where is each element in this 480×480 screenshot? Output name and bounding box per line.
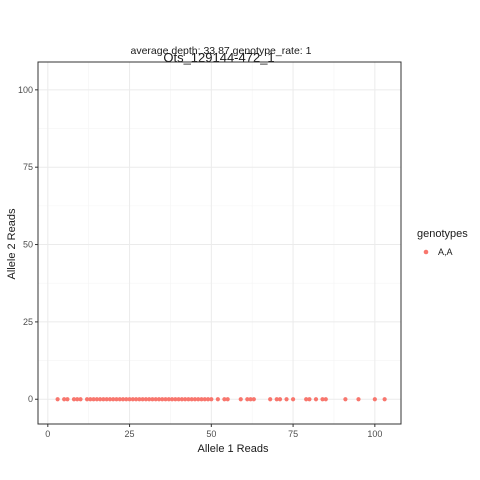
x-tick-label: 25 (125, 429, 135, 439)
data-point (117, 397, 122, 402)
y-tick-label: 25 (23, 317, 33, 327)
data-point (169, 397, 175, 402)
data-point (382, 397, 387, 402)
data-point (176, 397, 181, 402)
data-point (62, 397, 67, 402)
data-point (343, 397, 348, 402)
x-tick-label: 75 (288, 429, 298, 439)
data-point (147, 397, 152, 402)
data-point (127, 397, 132, 402)
data-point (356, 397, 361, 402)
data-point (320, 397, 325, 402)
data-point (205, 397, 211, 402)
data-point (120, 397, 126, 402)
data-point (248, 397, 253, 402)
y-axis-title: Allele 2 Reads (6, 208, 18, 279)
x-axis-title: Allele 1 Reads (198, 443, 269, 455)
chart-title: Ots_129144-472_1 (163, 50, 274, 65)
data-point (202, 397, 207, 402)
data-point (274, 397, 279, 402)
data-point (323, 397, 328, 402)
data-point (173, 397, 178, 402)
data-point (284, 397, 289, 402)
data-point (163, 397, 168, 402)
data-point (140, 397, 145, 402)
data-point (307, 397, 312, 402)
data-point (166, 397, 171, 402)
data-point (153, 397, 158, 402)
axes: 0 25 50 75 100 0 25 50 75 100 (18, 85, 382, 439)
data-point (277, 397, 283, 402)
y-tick-label: 75 (23, 162, 33, 172)
data-point (209, 397, 214, 402)
data-points (55, 397, 387, 402)
data-point (104, 397, 109, 402)
data-point (290, 397, 296, 402)
data-point (124, 397, 129, 402)
data-point (65, 397, 70, 402)
legend-label-aa: A,A (438, 247, 453, 257)
data-point (98, 397, 103, 402)
data-point (160, 397, 165, 402)
data-point (84, 397, 90, 402)
data-point (91, 397, 96, 402)
data-point (111, 397, 116, 402)
data-point (372, 397, 377, 402)
data-point (268, 397, 273, 402)
legend: genotypes A,A (417, 228, 468, 257)
data-point (215, 397, 220, 402)
grid (38, 62, 401, 424)
x-tick-label: 50 (206, 429, 216, 439)
data-point (55, 397, 60, 402)
data-point (245, 397, 250, 402)
data-point (101, 397, 106, 402)
data-point (189, 397, 194, 402)
data-point (183, 397, 188, 402)
data-point (88, 397, 93, 402)
x-tick-label: 100 (367, 429, 382, 439)
data-point (94, 397, 99, 402)
plot-panel (37, 61, 402, 425)
data-point (137, 397, 142, 402)
chart-subtitle: average depth: 33.87 genotype_rate: 1 (131, 45, 312, 57)
data-point (107, 397, 113, 402)
data-point (199, 397, 204, 402)
y-tick-label: 0 (28, 394, 33, 404)
y-tick-label: 50 (23, 240, 33, 250)
data-point (75, 397, 80, 402)
data-point (251, 397, 256, 402)
data-point (192, 397, 198, 402)
data-point (313, 397, 319, 402)
data-point (150, 397, 155, 402)
data-point (114, 397, 119, 402)
data-point (304, 397, 309, 402)
data-point (156, 397, 162, 402)
y-tick-label: 100 (18, 85, 33, 95)
data-point (186, 397, 191, 402)
data-point (78, 397, 83, 402)
data-point (196, 397, 201, 402)
legend-title: genotypes (417, 228, 468, 240)
data-point (225, 397, 230, 402)
data-point (222, 397, 227, 402)
data-point (143, 397, 149, 402)
x-tick-label: 0 (45, 429, 50, 439)
data-point (130, 397, 135, 402)
legend-key-point (423, 249, 429, 255)
data-point (238, 397, 243, 402)
data-point (134, 397, 139, 402)
data-point (179, 397, 184, 402)
data-point (71, 397, 77, 402)
